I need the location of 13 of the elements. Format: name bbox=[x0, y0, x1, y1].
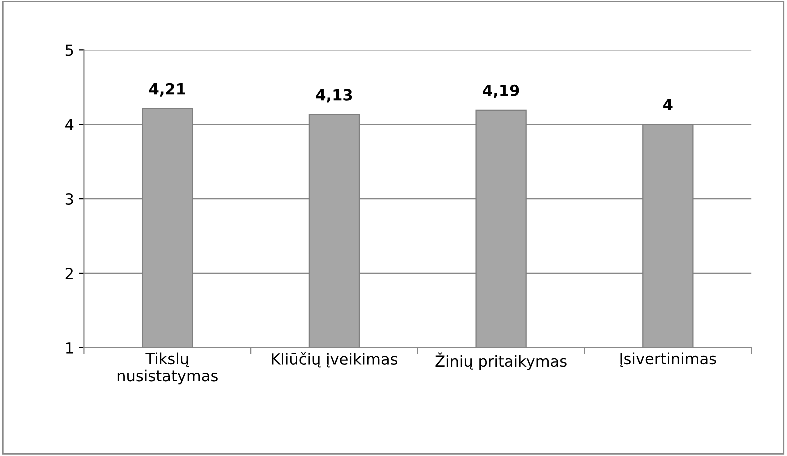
data-label: 4 bbox=[664, 99, 673, 110]
x-tick-label: Įsivertinimas bbox=[620, 352, 716, 368]
data-label: 4,21 bbox=[149, 83, 186, 97]
data-label: 4,19 bbox=[483, 84, 520, 98]
y-tick-label: 5 bbox=[66, 44, 74, 56]
x-tick-label: Tikslų nusistatymas bbox=[118, 352, 218, 385]
x-tick-label: Žinių pritaikymas bbox=[436, 352, 567, 370]
y-tick-label: 3 bbox=[66, 194, 74, 206]
y-tick-label: 4 bbox=[66, 119, 74, 130]
data-label: 4,13 bbox=[316, 89, 352, 103]
x-tick-label: Kliūčių įveikimas bbox=[272, 352, 398, 368]
y-tick-label: 1 bbox=[66, 342, 74, 354]
y-tick-label: 2 bbox=[66, 268, 73, 280]
